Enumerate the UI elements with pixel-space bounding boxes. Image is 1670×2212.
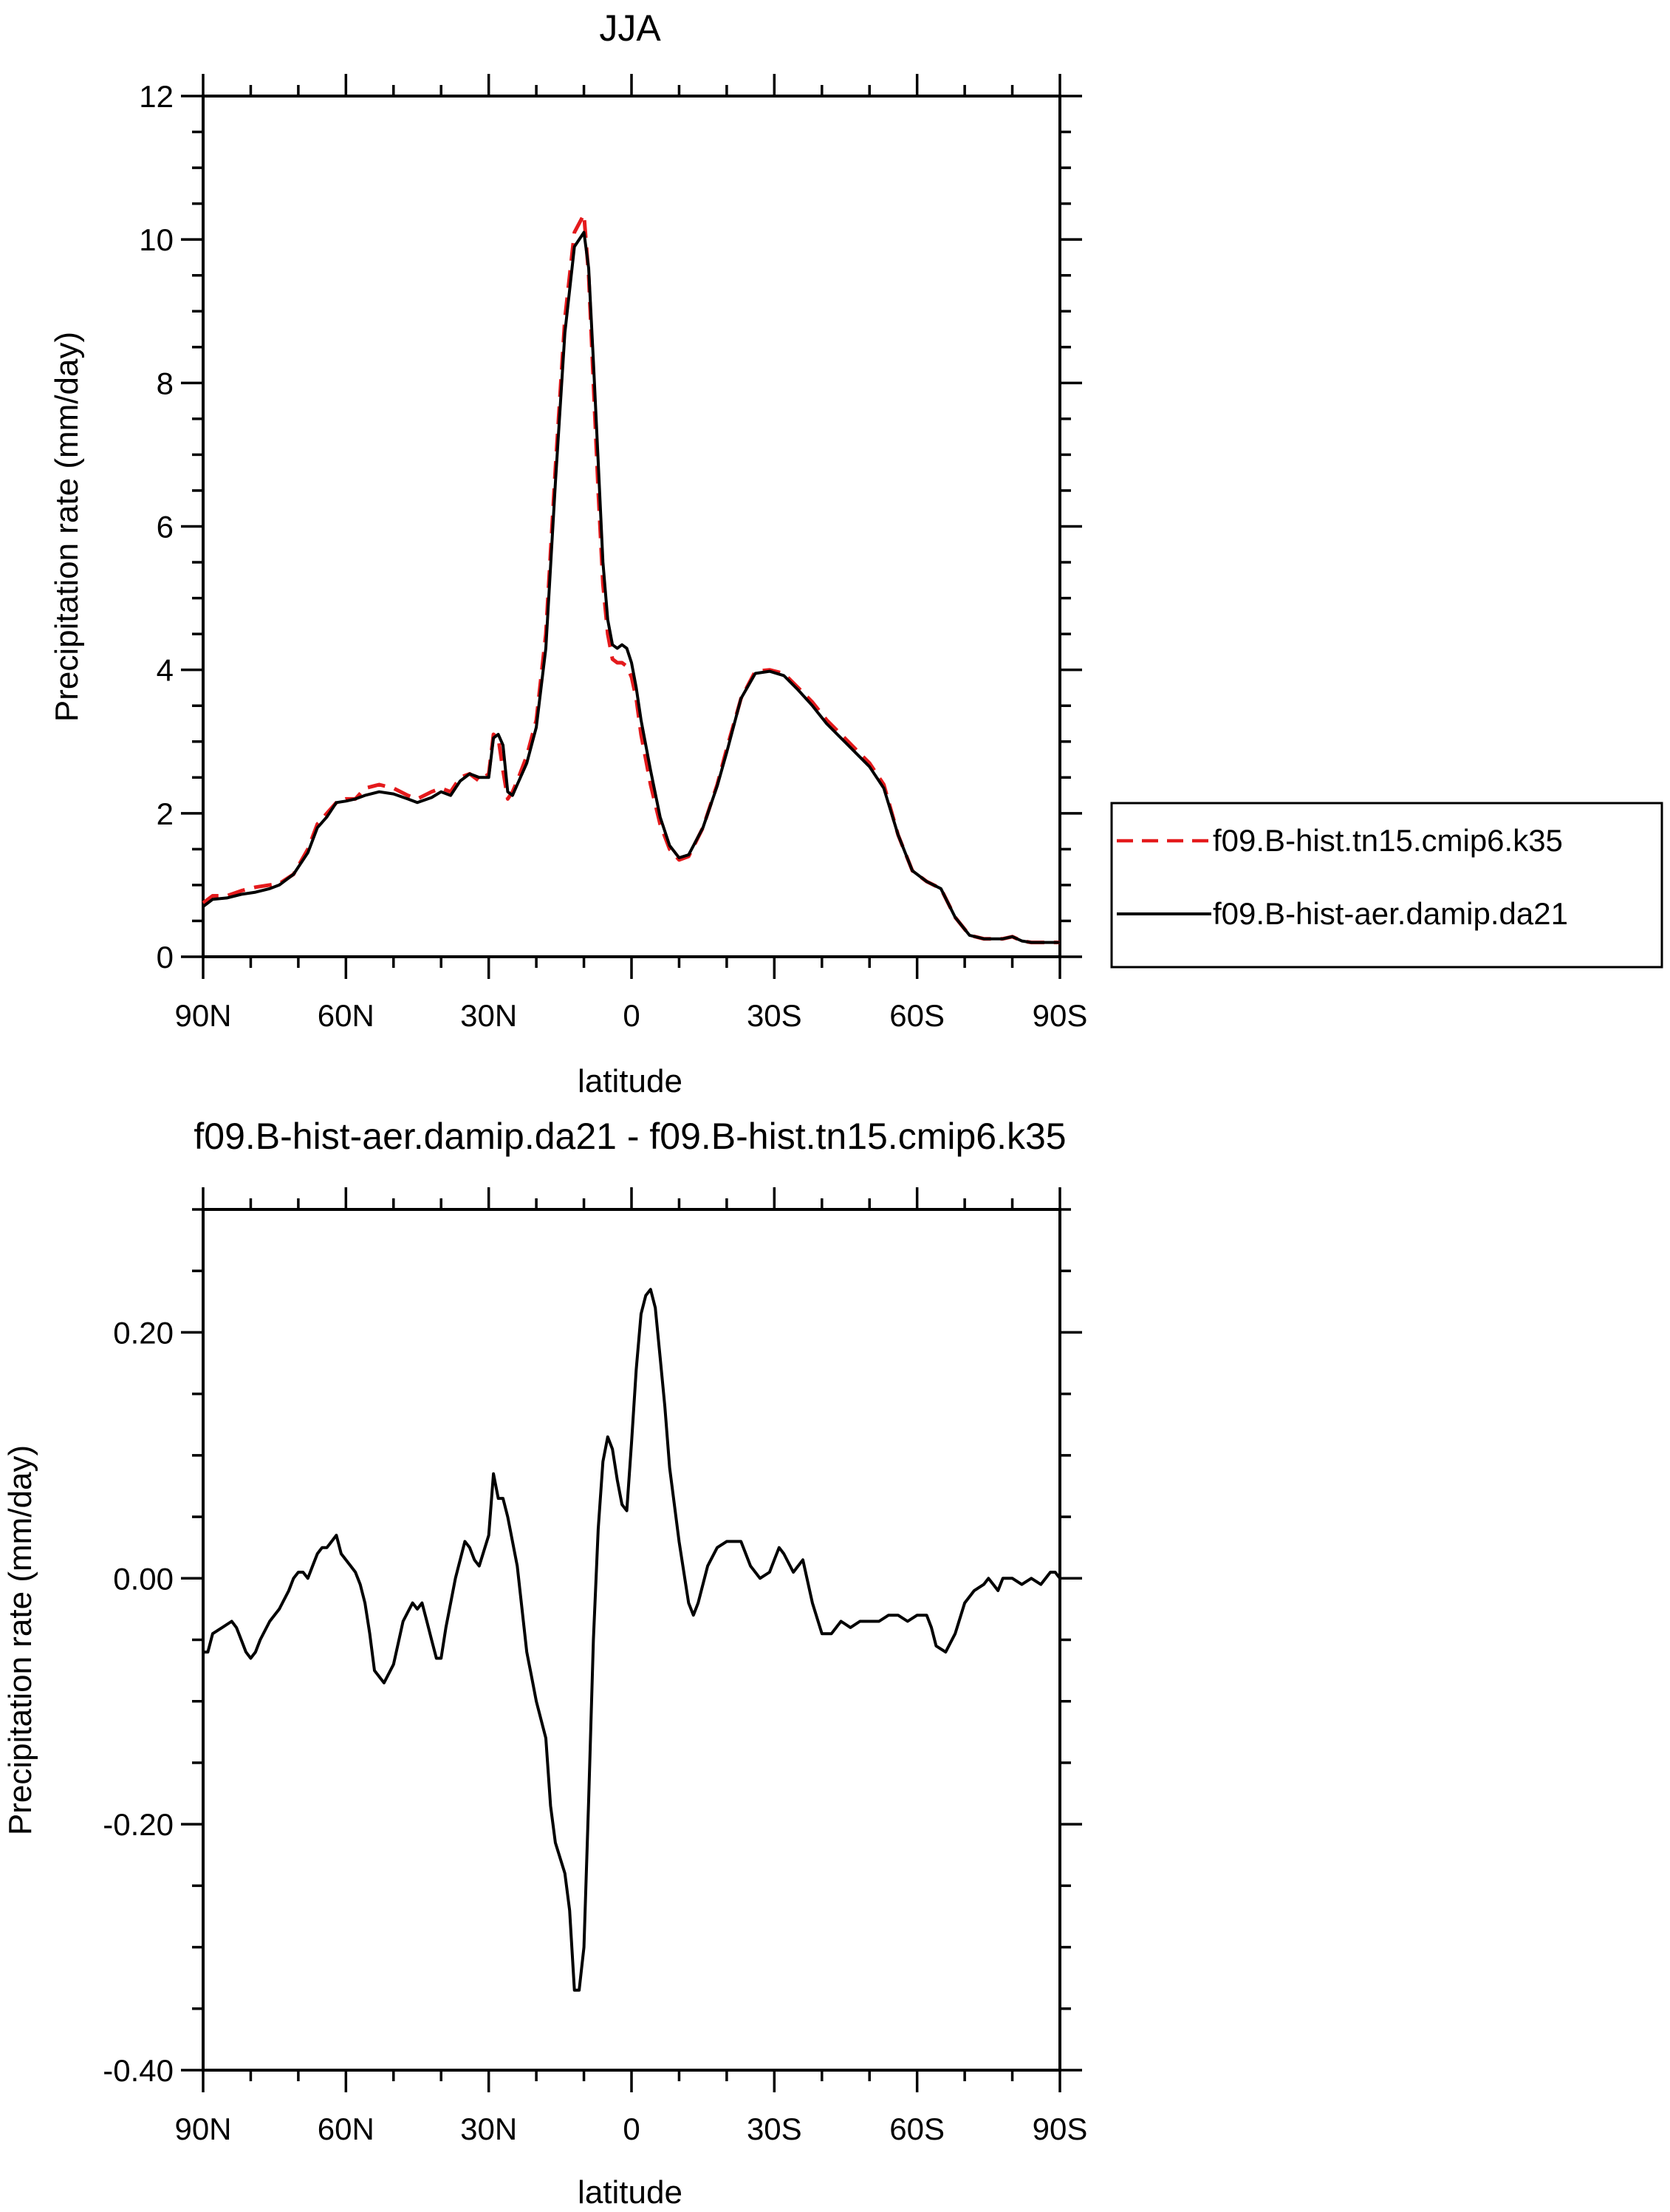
plot-frame (202, 1208, 1061, 2072)
y-tick-label: -0.40 (103, 2053, 174, 2088)
y-axis-label: Precipitation rate (mm/day) (49, 332, 85, 722)
y-axis-label: Precipitation rate (mm/day) (2, 1445, 38, 1835)
plot-frame (202, 95, 1061, 958)
x-tick-label: 30N (460, 2112, 517, 2146)
chart-title: f09.B-hist-aer.damip.da21 - f09.B-hist.t… (194, 1116, 1066, 1157)
x-tick-label: 60S (889, 2112, 945, 2146)
x-tick-label: 60N (318, 2112, 374, 2146)
chart-panel-jja: JJA 0 2 4 6 8 10 12 90N 60N 30N 0 30S 60S 90S latitu… (49, 7, 1663, 1099)
y-axis-ticks: 0 2 4 6 8 10 12 (139, 79, 1082, 974)
x-tick-label: 90S (1033, 998, 1088, 1033)
y-tick-label: 6 (157, 510, 174, 545)
y-tick-label: -0.20 (103, 1807, 174, 1842)
y-axis-ticks: -0.40 -0.20 0.00 0.20 (103, 1208, 1082, 2088)
data-series (203, 1288, 1061, 1992)
y-tick-label: 0.00 (113, 1561, 174, 1596)
x-tick-label: 90N (174, 2112, 231, 2146)
y-tick-label: 8 (157, 366, 174, 400)
legend-box (1110, 802, 1663, 969)
y-tick-label: 0 (157, 940, 174, 974)
legend-label: f09.B-hist-aer.damip.da21 (1213, 896, 1568, 931)
series-line-1 (203, 1288, 1061, 1992)
x-axis-label: latitude (578, 1063, 682, 1099)
y-tick-label: 2 (157, 796, 174, 831)
x-axis-ticks: 90N 60N 30N 0 30S 60S 90S (174, 74, 1087, 1033)
x-tick-label: 60S (889, 998, 945, 1033)
x-tick-label: 90S (1033, 2112, 1088, 2146)
x-axis-label: latitude (578, 2174, 682, 2211)
y-tick-label: 0.20 (113, 1315, 174, 1350)
data-series (202, 212, 1060, 945)
x-tick-label: 30N (460, 998, 517, 1033)
x-tick-label: 0 (623, 998, 640, 1033)
chart-title: JJA (599, 7, 661, 49)
series-line-1 (202, 212, 1060, 945)
x-tick-label: 60N (318, 998, 374, 1033)
x-tick-label: 30S (747, 998, 802, 1033)
x-tick-label: 90N (174, 998, 231, 1033)
y-tick-label: 4 (157, 653, 174, 688)
y-tick-label: 10 (139, 222, 174, 257)
x-tick-label: 0 (623, 2112, 640, 2146)
legend-label: f09.B-hist.tn15.cmip6.k35 (1213, 823, 1563, 858)
chart-panel-difference: f09.B-hist-aer.damip.da21 - f09.B-hist.t… (2, 1116, 1087, 2211)
series-line-2 (202, 231, 1060, 944)
y-tick-label: 12 (139, 79, 174, 114)
legend: f09.B-hist.tn15.cmip6.k35 f09.B-hist-aer… (1110, 802, 1663, 969)
x-tick-label: 30S (747, 2112, 802, 2146)
x-axis-ticks: 90N 60N 30N 0 30S 60S 90S (174, 1187, 1087, 2146)
